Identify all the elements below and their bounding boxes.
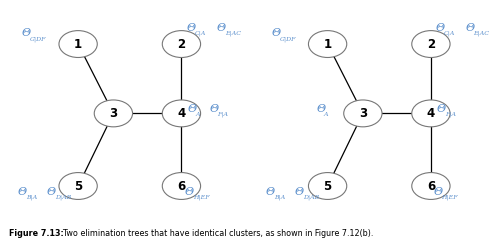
Ellipse shape xyxy=(162,100,201,127)
Text: Θ: Θ xyxy=(465,23,474,33)
Text: 5: 5 xyxy=(74,179,82,193)
Text: F|A: F|A xyxy=(217,111,228,117)
Ellipse shape xyxy=(344,100,382,127)
Text: Figure 7.13:: Figure 7.13: xyxy=(9,230,64,238)
Text: Θ: Θ xyxy=(185,187,194,197)
Text: H|EF: H|EF xyxy=(442,195,458,200)
Text: Θ: Θ xyxy=(317,104,326,114)
Text: B|A: B|A xyxy=(274,195,285,200)
Ellipse shape xyxy=(412,30,450,57)
Text: 1: 1 xyxy=(324,38,332,51)
Text: Θ: Θ xyxy=(436,23,445,33)
Text: 2: 2 xyxy=(427,38,435,51)
Ellipse shape xyxy=(308,30,347,57)
Text: Θ: Θ xyxy=(266,187,275,197)
Text: Θ: Θ xyxy=(47,187,56,197)
Text: 3: 3 xyxy=(109,107,117,120)
Text: Θ: Θ xyxy=(188,104,197,114)
Text: F|A: F|A xyxy=(445,111,456,117)
Text: D|AB: D|AB xyxy=(55,195,71,200)
Ellipse shape xyxy=(412,100,450,127)
Text: B|A: B|A xyxy=(26,195,37,200)
Text: Θ: Θ xyxy=(295,187,304,197)
Text: Θ: Θ xyxy=(271,28,280,38)
Text: Θ: Θ xyxy=(433,187,443,197)
Text: G|DF: G|DF xyxy=(30,37,47,42)
Text: G|DF: G|DF xyxy=(280,37,297,42)
Text: 4: 4 xyxy=(427,107,435,120)
Text: A: A xyxy=(324,112,328,117)
Text: C|A: C|A xyxy=(195,30,206,36)
Ellipse shape xyxy=(308,173,347,199)
Text: Θ: Θ xyxy=(209,104,218,114)
Text: Θ: Θ xyxy=(18,187,27,197)
Text: Θ: Θ xyxy=(217,23,226,33)
Text: 2: 2 xyxy=(177,38,185,51)
Text: C|A: C|A xyxy=(444,30,456,36)
Text: Θ: Θ xyxy=(21,28,30,38)
Ellipse shape xyxy=(162,173,201,199)
Text: 4: 4 xyxy=(177,107,185,120)
Text: 6: 6 xyxy=(177,179,185,193)
Text: Θ: Θ xyxy=(186,23,196,33)
Text: 3: 3 xyxy=(359,107,367,120)
Text: H|EF: H|EF xyxy=(193,195,210,200)
Ellipse shape xyxy=(59,173,97,199)
Text: Two elimination trees that have identical clusters, as shown in Figure 7.12(b).: Two elimination trees that have identica… xyxy=(58,230,374,238)
Text: A: A xyxy=(195,112,200,117)
Ellipse shape xyxy=(162,30,201,57)
Text: E|AC: E|AC xyxy=(473,30,489,36)
Text: 6: 6 xyxy=(427,179,435,193)
Text: 5: 5 xyxy=(324,179,332,193)
Text: Θ: Θ xyxy=(437,104,446,114)
Ellipse shape xyxy=(412,173,450,199)
Text: D|AB: D|AB xyxy=(303,195,319,200)
Ellipse shape xyxy=(94,100,133,127)
Ellipse shape xyxy=(59,30,97,57)
Text: 1: 1 xyxy=(74,38,82,51)
Text: E|AC: E|AC xyxy=(225,30,241,36)
